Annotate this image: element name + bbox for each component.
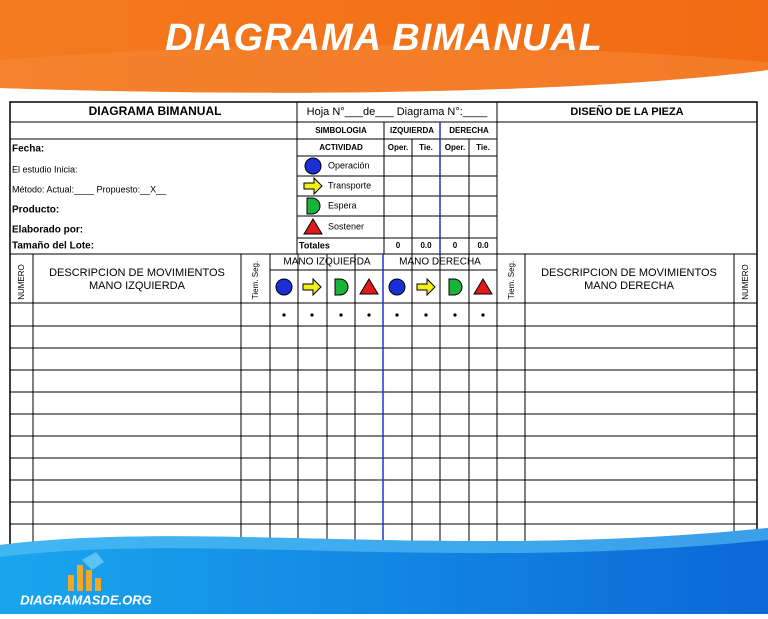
- symbol-label: Espera: [328, 200, 357, 210]
- total: 0.0: [420, 241, 432, 250]
- symbol-transport: [303, 176, 323, 196]
- dot: [453, 313, 457, 317]
- banner-wave: [0, 45, 768, 93]
- right-desc: DESCRIPCION DE MOVIMIENTOS: [541, 267, 717, 279]
- field: Método: Actual:____ Propuesto:__X__: [12, 184, 167, 194]
- dot: [282, 313, 286, 317]
- dot: [424, 313, 428, 317]
- banner-title: DIAGRAMA BIMANUAL: [165, 17, 603, 59]
- time-header: Tiem. Seg.: [251, 261, 260, 299]
- time: Tie.: [476, 143, 490, 152]
- logo-bar: [95, 578, 101, 591]
- sheet-number: Hoja N°___de___ Diagrama N°:____: [307, 106, 489, 118]
- logo-bar: [77, 565, 83, 591]
- left-hand: MANO IZQUIERDA: [283, 257, 371, 268]
- symbol-hold: [303, 218, 323, 235]
- field: Elaborado por:: [12, 225, 83, 236]
- field: Tamaño del Lote:: [12, 241, 94, 252]
- dot: [310, 313, 314, 317]
- symbol-operation: [304, 157, 322, 175]
- oper: Oper.: [388, 143, 408, 152]
- symbol-hold: [473, 278, 493, 295]
- site-name: DIAGRAMASDE.ORG: [20, 592, 151, 607]
- dot: [367, 313, 371, 317]
- time: Tie.: [419, 143, 433, 152]
- left-desc: DESCRIPCION DE MOVIMIENTOS: [49, 267, 225, 279]
- field: Fecha:: [12, 144, 44, 155]
- symbol-transport: [416, 277, 436, 297]
- symbol-label: Sostener: [328, 221, 364, 231]
- symbol-operation: [388, 278, 406, 296]
- symbol-transport: [302, 277, 322, 297]
- activity: ACTIVIDAD: [319, 143, 363, 152]
- time-header: Tiem. Seg.: [507, 261, 516, 299]
- form-title: DIAGRAMA BIMANUAL: [89, 104, 222, 118]
- logo: [68, 552, 104, 591]
- symbol-hold: [359, 278, 379, 295]
- right-hand: MANO DERECHA: [399, 257, 481, 268]
- total: 0: [453, 241, 458, 250]
- symbol-label: Transporte: [328, 180, 371, 190]
- totals-label: Totales: [299, 240, 330, 250]
- right-desc: MANO DERECHA: [584, 280, 675, 292]
- symbol-delay: [448, 278, 463, 296]
- symbology-title: SIMBOLOGIA: [315, 126, 367, 135]
- field: El estudio Inicia:: [12, 164, 78, 174]
- piece-design: DISEÑO DE LA PIEZA: [570, 105, 683, 118]
- symbol-label: Operación: [328, 160, 370, 170]
- logo-bar: [68, 575, 74, 591]
- logo-bar: [86, 570, 92, 591]
- form-text: DIAGRAMA BIMANUAL Hoja N°___de___ Diagra…: [12, 104, 750, 300]
- number-header: NUMERO: [741, 264, 750, 300]
- left-label: IZQUIERDA: [390, 126, 434, 135]
- total: 0: [396, 241, 401, 250]
- oper: Oper.: [445, 143, 465, 152]
- dot: [481, 313, 485, 317]
- symbol-operation: [275, 278, 293, 296]
- footer-wave-light: [0, 528, 768, 557]
- dot: [395, 313, 399, 317]
- symbol-delay: [334, 278, 349, 296]
- logo-shape: [82, 552, 104, 570]
- dot: [339, 313, 343, 317]
- field: Producto:: [12, 205, 59, 216]
- total: 0.0: [477, 241, 489, 250]
- symbol-delay: [306, 197, 321, 215]
- left-desc: MANO IZQUIERDA: [89, 280, 186, 292]
- right-label: DERECHA: [449, 126, 489, 135]
- number-header: NUMERO: [17, 264, 26, 300]
